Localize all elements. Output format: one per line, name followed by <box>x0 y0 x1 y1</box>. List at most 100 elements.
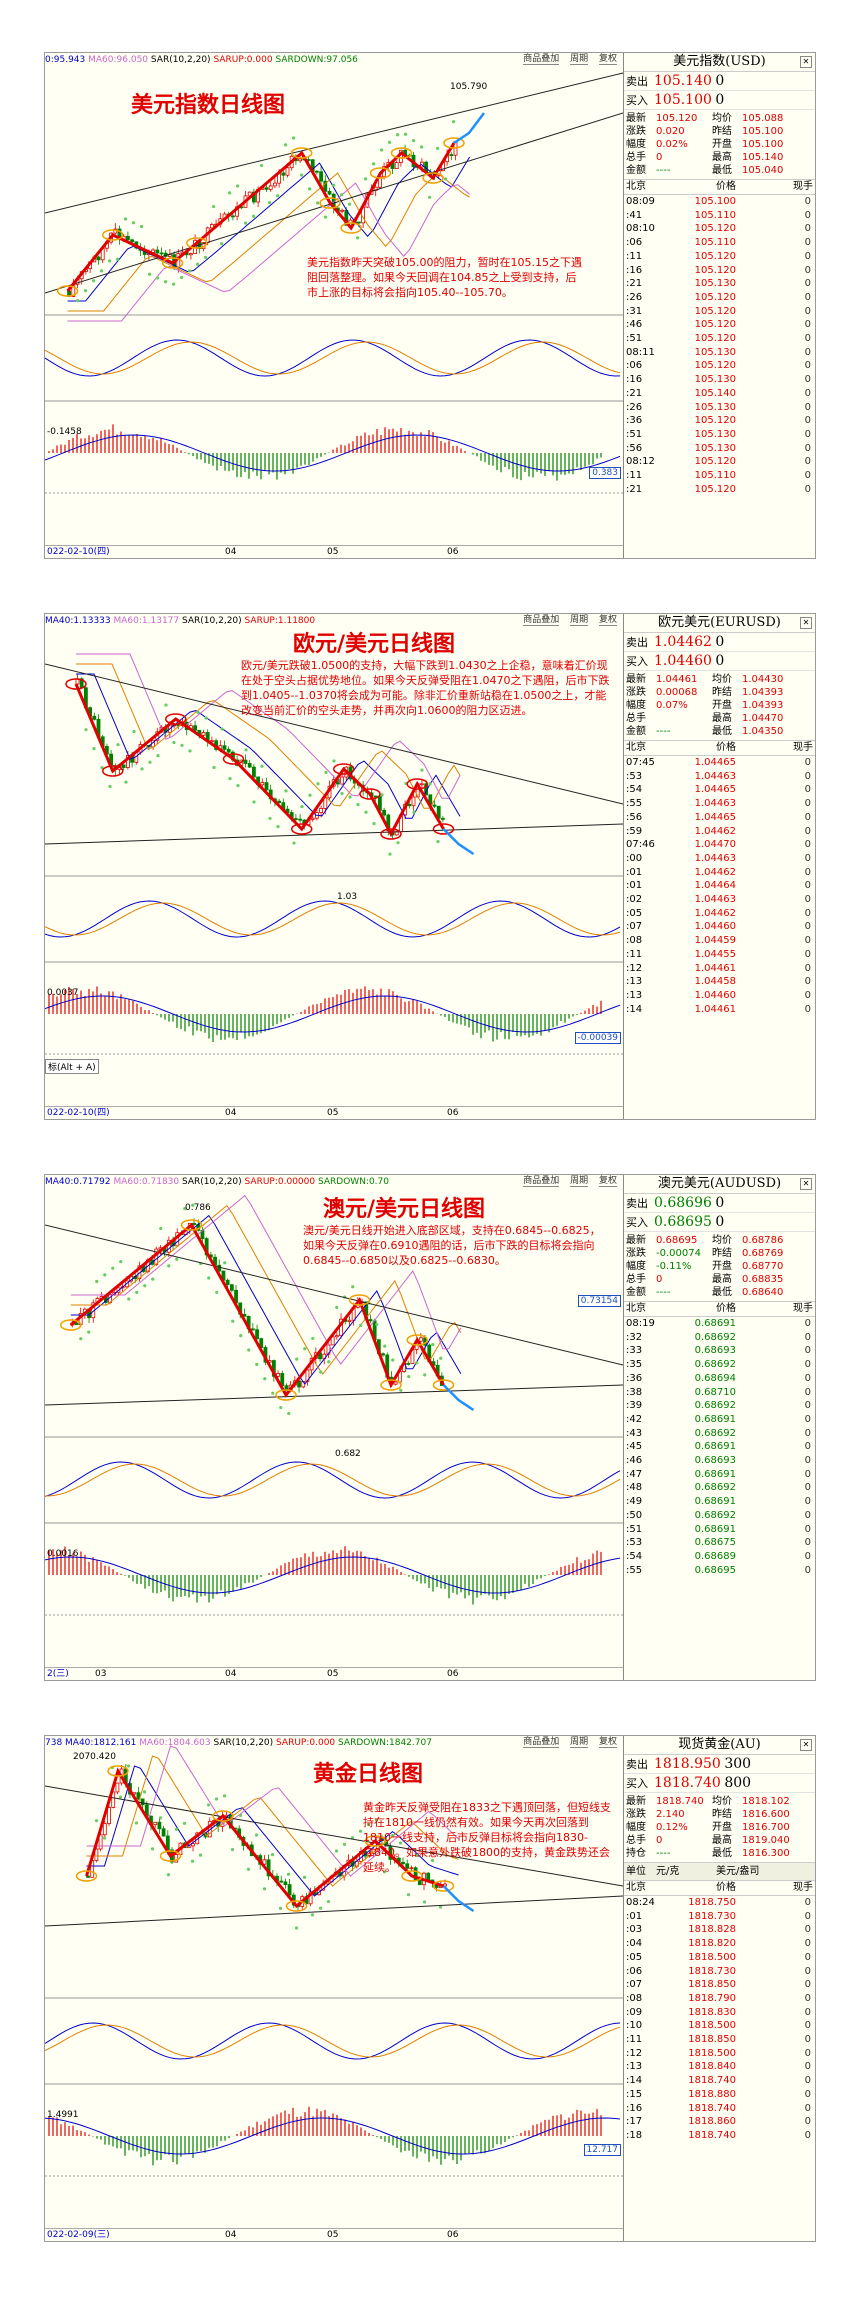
tick-volume: 0 <box>804 907 811 919</box>
stat-cell: 0.68695 <box>656 1235 698 1246</box>
tick-time: :01 <box>626 880 643 892</box>
buy-lot: 0 <box>715 1214 725 1230</box>
sar-dot <box>295 1357 299 1361</box>
stat-cell: 金额 <box>626 165 646 176</box>
chart-title: 欧元/美元日线图 <box>293 632 456 657</box>
period-button[interactable]: 周期 <box>570 1176 589 1187</box>
sell-row: 卖出 1818.950 300 <box>624 1755 815 1774</box>
tick-time: :26 <box>626 401 643 413</box>
candle <box>229 1284 234 1291</box>
stat-cell: 105.140 <box>742 152 784 163</box>
tick-row: :16 1818.740 0 <box>624 2102 815 2116</box>
tick-price: 1.04463 <box>694 894 736 906</box>
candle <box>334 1335 339 1338</box>
overlay-button[interactable]: 商品叠加 <box>523 1176 560 1187</box>
sar-dot <box>318 1906 323 1910</box>
tick-volume: 0 <box>804 387 811 399</box>
stat-cell: 最新 <box>626 674 646 685</box>
adjust-button[interactable]: 复权 <box>598 1737 617 1748</box>
tick-price: 105.120 <box>694 250 736 262</box>
period-button[interactable]: 周期 <box>570 54 589 65</box>
tick-time: :06 <box>626 237 643 249</box>
unit-option-gram[interactable]: 元/克 <box>656 1866 680 1877</box>
moving-average-line <box>76 663 461 809</box>
x-tick: 04 <box>225 1669 237 1679</box>
candle <box>284 1385 289 1392</box>
aud-panel: MA40:0.71792 MA60:0.71830 SAR(10,2,20) S… <box>44 1174 816 1681</box>
tick-price: 0.68689 <box>694 1550 736 1562</box>
alt-a-label[interactable]: 标(Alt + A) <box>45 1059 99 1074</box>
tick-list: 08:19 0.68691 0:32 0.68692 0:33 0.68693 0:35 0.… <box>624 1317 815 1577</box>
overlay-button[interactable]: 商品叠加 <box>523 54 560 65</box>
period-button[interactable]: 周期 <box>570 615 589 626</box>
stat-cell: 0 <box>656 1835 663 1846</box>
ma-label: MA40:0.71792 <box>45 1177 111 1187</box>
stat-cell: 最高 <box>712 152 732 163</box>
tick-head-vol: 现手 <box>793 181 813 192</box>
tick-row: :55 0.68695 0 <box>624 1564 815 1578</box>
tick-row: :13 1.04458 0 <box>624 975 815 989</box>
tick-time: :48 <box>626 1482 643 1494</box>
close-icon[interactable]: ✕ <box>800 1739 812 1751</box>
period-button[interactable]: 周期 <box>570 1737 589 1748</box>
adjust-button[interactable]: 复权 <box>598 1176 617 1187</box>
turning-point-circle <box>60 1319 82 1331</box>
tick-time: :42 <box>626 1413 643 1425</box>
sar-dot <box>332 759 336 763</box>
sar-dot <box>124 217 128 221</box>
turning-point-circle <box>380 828 402 840</box>
stat-cell: 0.020 <box>656 126 685 137</box>
candle <box>406 1363 411 1365</box>
zigzag-line <box>85 1767 444 1909</box>
tick-time: :35 <box>626 1359 643 1371</box>
ma-label: MA40:1.13333 <box>45 616 111 626</box>
sar-dot <box>188 269 192 273</box>
close-icon[interactable]: ✕ <box>800 1178 812 1190</box>
adjust-button[interactable]: 复权 <box>598 54 617 65</box>
candle <box>281 172 286 176</box>
stat-cell: -0.11% <box>656 1261 692 1272</box>
overlay-button[interactable]: 商品叠加 <box>523 1737 560 1748</box>
tick-head-price: 价格 <box>716 742 736 753</box>
turning-point-circle <box>406 778 428 790</box>
sar-dot <box>388 852 392 856</box>
turning-point-circle <box>432 1379 455 1391</box>
tick-price: 1818.840 <box>688 2061 736 2073</box>
tick-volume: 0 <box>804 1550 811 1562</box>
tick-price: 0.68691 <box>694 1441 736 1453</box>
oscillator-signal <box>45 341 621 375</box>
tick-price: 0.68691 <box>694 1523 736 1535</box>
stat-cell: ---- <box>656 726 671 737</box>
quote-title: 澳元美元(AUDUSD) ✕ <box>624 1175 815 1194</box>
tick-price: 0.68691 <box>694 1468 736 1480</box>
stat-cell: 开盘 <box>712 700 732 711</box>
close-icon[interactable]: ✕ <box>800 617 812 629</box>
overlay-button[interactable]: 商品叠加 <box>523 615 560 626</box>
tick-row: 07:46 1.04470 0 <box>624 838 815 852</box>
close-icon[interactable]: ✕ <box>800 56 812 68</box>
quote-panel: 欧元美元(EURUSD) ✕ 卖出 1.04462 0 买入 1.04460 0 最新… <box>624 614 815 1119</box>
sar-dot <box>100 765 104 770</box>
sar-dot <box>422 1900 427 1904</box>
quote-name: 欧元美元(EURUSD) <box>658 615 781 630</box>
sardown-label: SARDOWN:1842.707 <box>338 1738 432 1748</box>
sar-dot <box>340 193 344 197</box>
stat-cell: 最高 <box>712 1835 732 1846</box>
sar-dot <box>167 1264 171 1268</box>
moving-average-line <box>70 1214 462 1385</box>
oscillator-line <box>45 1461 621 1499</box>
unit-option-ounce[interactable]: 美元/盎司 <box>716 1866 760 1877</box>
sar-dot <box>214 1797 219 1801</box>
tick-volume: 0 <box>804 360 811 372</box>
buy-row: 买入 1818.740 800 <box>624 1774 815 1793</box>
adjust-button[interactable]: 复权 <box>598 615 617 626</box>
tick-time: :11 <box>626 470 643 482</box>
projection-arrow <box>442 1384 475 1412</box>
buy-row: 买入 0.68695 0 <box>624 1213 815 1232</box>
stat-cell: 1.04470 <box>742 713 784 724</box>
candle <box>94 1848 99 1861</box>
quote-title: 现货黄金(AU) ✕ <box>624 1736 815 1755</box>
tick-volume: 0 <box>804 1400 811 1412</box>
tick-price: 1818.860 <box>688 2116 736 2128</box>
gold-chart: 738 MA40:1812.161 MA60:1804.603 SAR(10,2… <box>45 1736 624 2241</box>
